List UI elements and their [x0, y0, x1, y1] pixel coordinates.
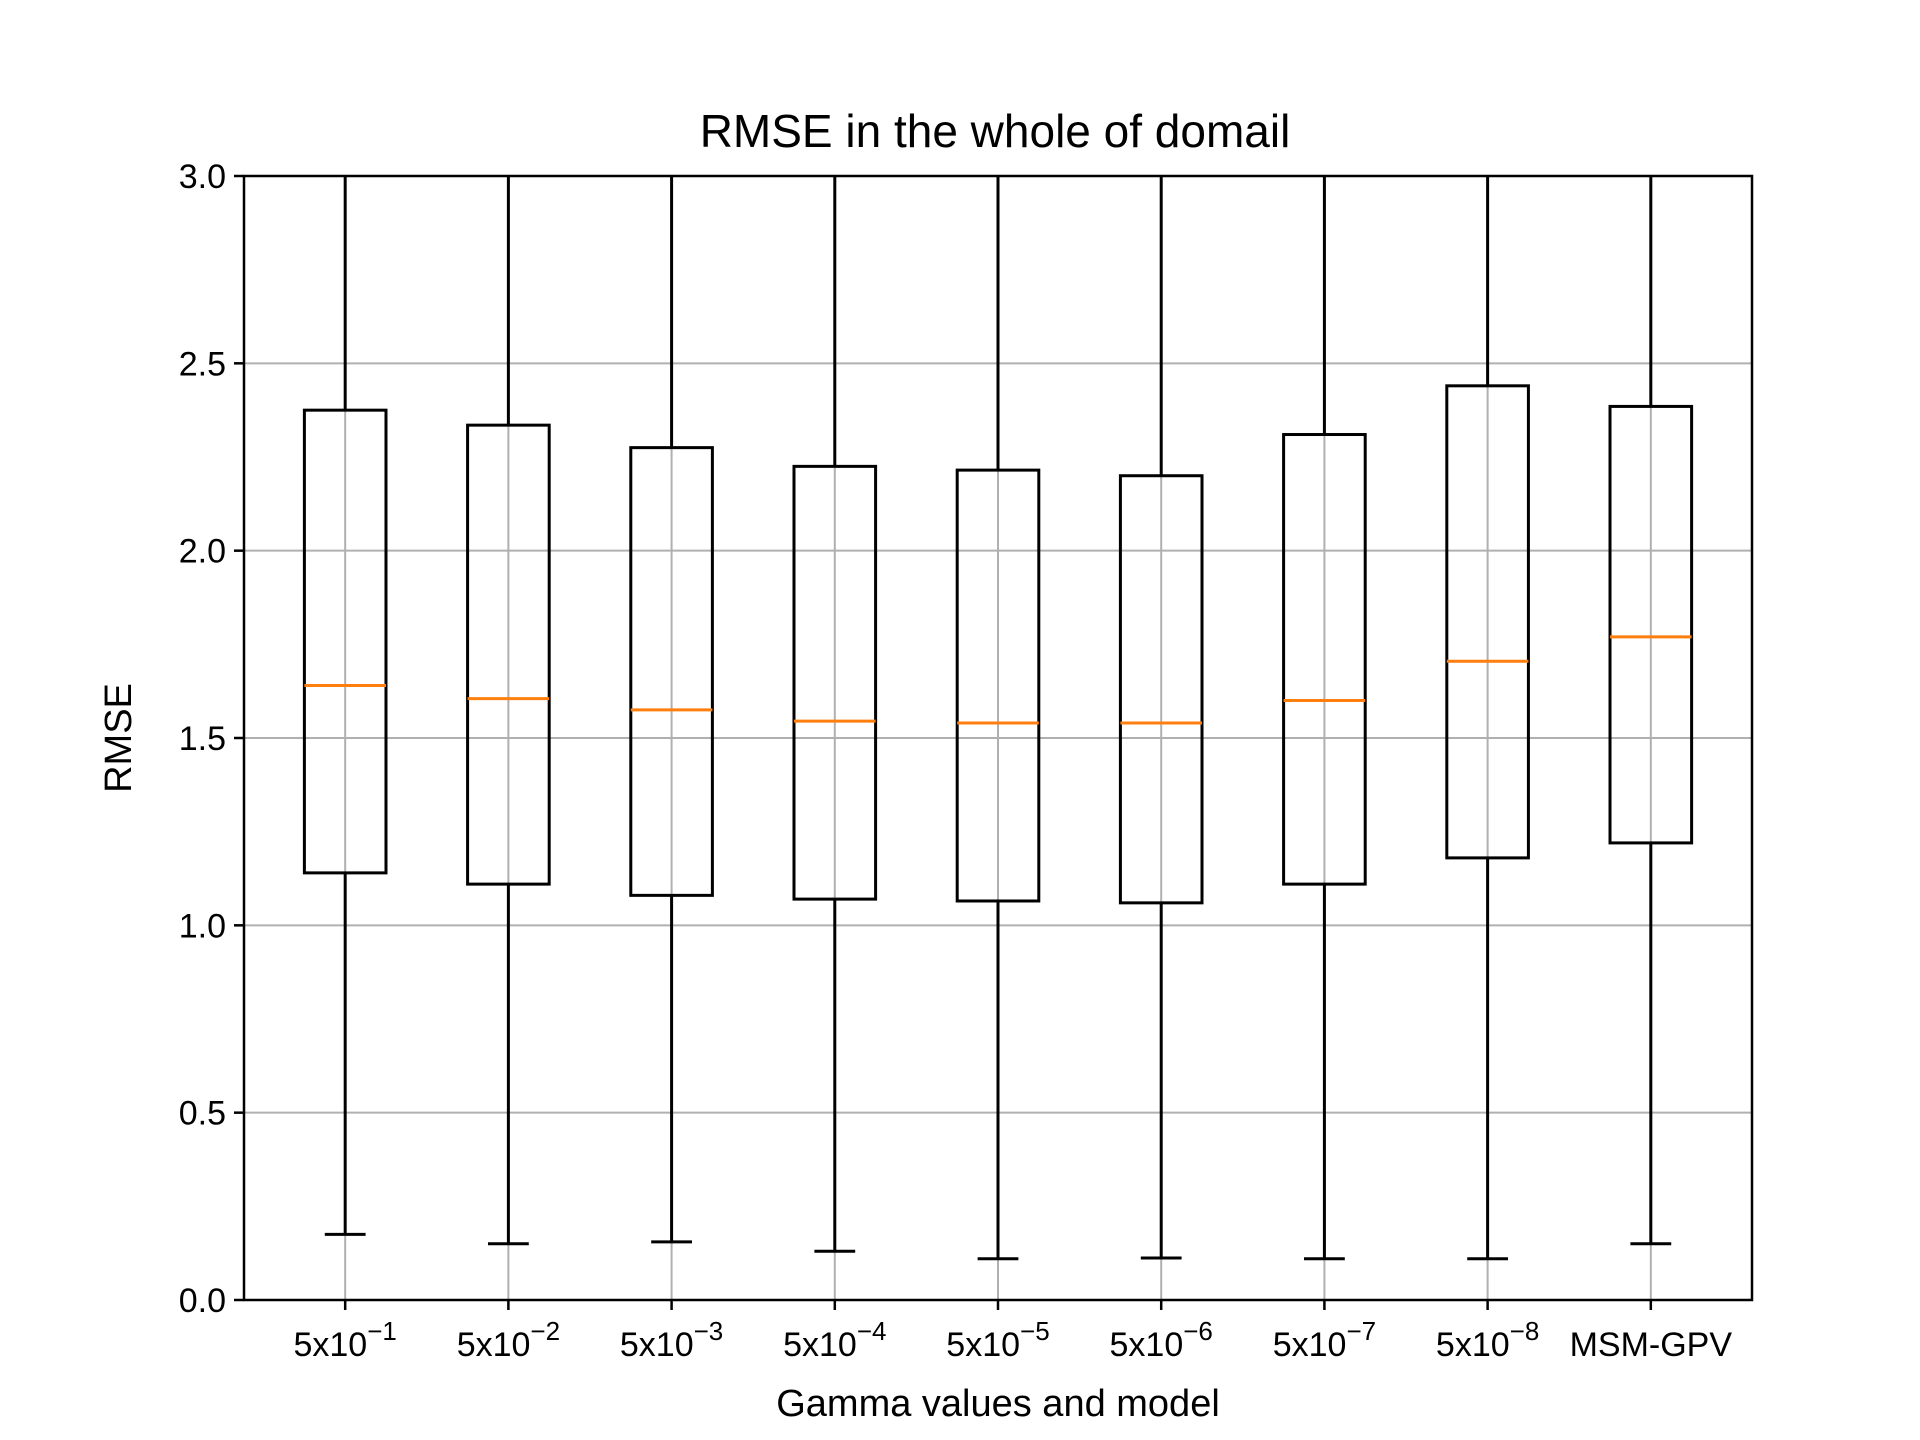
x-tick-label-base: 5x10 — [293, 1326, 367, 1364]
x-axis-label: Gamma values and model — [776, 1383, 1220, 1425]
y-tick-label: 1.0 — [179, 907, 226, 945]
x-tick-label-base: 5x10 — [1110, 1326, 1184, 1364]
iqr-box — [1608, 404, 1694, 845]
x-tick-label-base: 5x10 — [1273, 1326, 1347, 1364]
y-tick-label: 3.0 — [179, 158, 226, 196]
box-5 — [955, 176, 1041, 1261]
chart-title: RMSE in the whole of domail — [700, 105, 1291, 157]
x-tick-label: 5x10−7 — [1273, 1316, 1376, 1364]
x-tick-label: 5x10−2 — [457, 1316, 560, 1364]
y-axis-ticks: 0.0 0.5 1.0 1.5 2.0 2.5 3.0 — [179, 158, 244, 1320]
iqr-box — [629, 446, 714, 897]
box-6 — [1118, 176, 1204, 1260]
x-axis-ticks: 5x10−1 5x10−2 5x10−3 5x10−4 5x10−5 5x10−6 5x10… — [293, 1300, 1732, 1364]
x-tick-label-base: 5x10 — [620, 1326, 694, 1364]
x-tick-label: 5x10−5 — [946, 1316, 1049, 1364]
iqr-box — [1282, 433, 1367, 886]
y-tick-label: 2.0 — [179, 533, 226, 571]
y-tick-label: 0.5 — [179, 1095, 226, 1133]
x-tick-label: 5x10−4 — [783, 1316, 886, 1364]
iqr-box — [792, 464, 878, 901]
box-1 — [302, 176, 388, 1236]
box-8 — [1445, 176, 1530, 1261]
x-tick-label-base: 5x10 — [783, 1326, 857, 1364]
x-tick-label: 5x10−8 — [1436, 1316, 1539, 1364]
x-tick-label-exponent: −4 — [857, 1316, 887, 1346]
x-tick-label-exponent: −2 — [530, 1316, 560, 1346]
iqr-box — [955, 468, 1041, 903]
iqr-box — [1118, 474, 1204, 905]
iqr-box — [466, 423, 551, 886]
y-tick-label: 1.5 — [179, 720, 226, 758]
x-tick-label-base: 5x10 — [457, 1326, 531, 1364]
x-tick-label-exponent: −3 — [694, 1316, 724, 1346]
y-tick-label: 2.5 — [179, 345, 226, 383]
iqr-box — [1445, 384, 1530, 860]
x-tick-label-exponent: −8 — [1510, 1316, 1540, 1346]
x-tick-label-base: 5x10 — [1436, 1326, 1510, 1364]
x-tick-label: 5x10−1 — [293, 1316, 396, 1364]
x-tick-label-base: MSM-GPV — [1570, 1326, 1733, 1364]
box-7 — [1282, 176, 1367, 1261]
box-9 — [1608, 176, 1694, 1246]
y-axis-label: RMSE — [98, 683, 140, 793]
x-tick-label-exponent: −5 — [1020, 1316, 1050, 1346]
y-tick-label: 0.0 — [179, 1282, 226, 1320]
box-4 — [792, 176, 878, 1253]
x-tick-label-exponent: −6 — [1183, 1316, 1213, 1346]
x-tick-label-base: 5x10 — [946, 1326, 1020, 1364]
box-plot-boxes — [302, 176, 1694, 1261]
box-2 — [466, 176, 551, 1246]
x-tick-label: MSM-GPV — [1570, 1326, 1733, 1364]
x-tick-label-exponent: −1 — [367, 1316, 397, 1346]
iqr-box — [302, 408, 388, 875]
box-3 — [629, 176, 714, 1244]
x-tick-label: 5x10−6 — [1110, 1316, 1213, 1364]
x-tick-label-exponent: −7 — [1346, 1316, 1376, 1346]
x-tick-label: 5x10−3 — [620, 1316, 723, 1364]
